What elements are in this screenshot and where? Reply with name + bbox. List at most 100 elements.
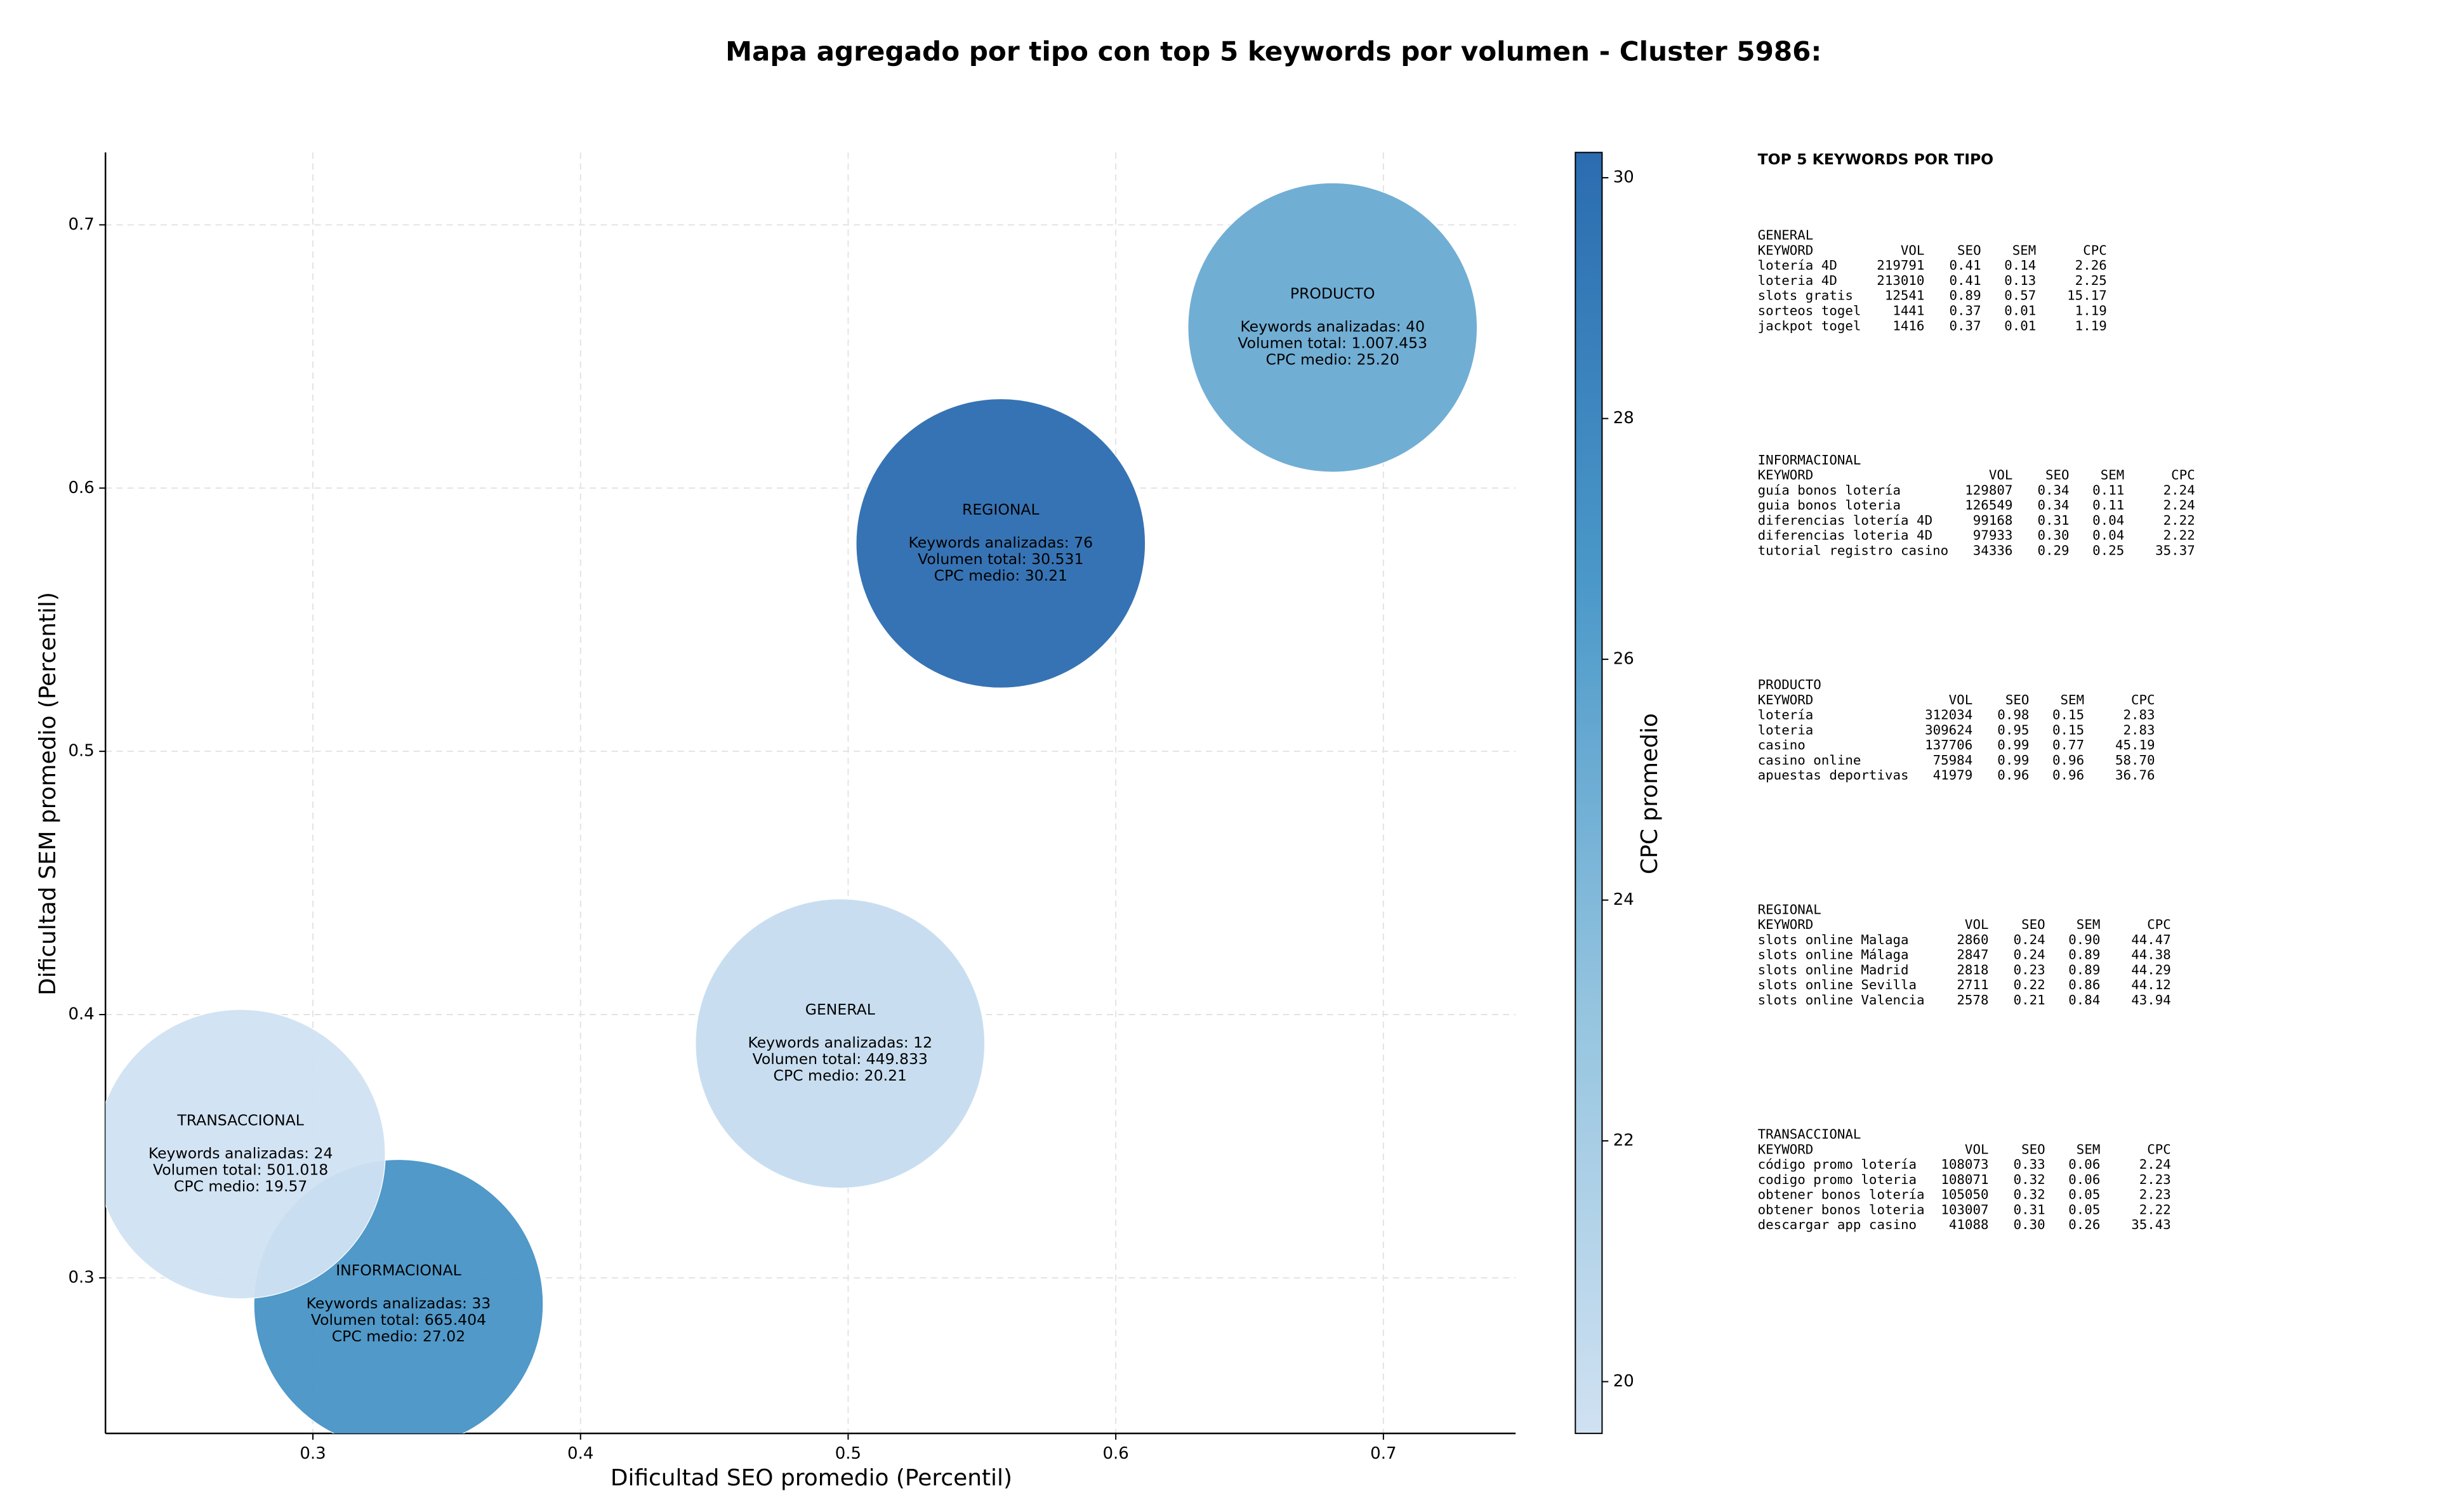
panel-cell: 97933	[1973, 528, 2013, 543]
panel-cell: 0.89	[1950, 288, 1981, 303]
panel-cell: 1441	[1892, 303, 1924, 318]
panel-header: SEM	[2077, 917, 2101, 932]
panel-header: VOL	[1965, 1141, 1989, 1157]
panel-cell: 43.94	[2131, 992, 2171, 1008]
panel-cell: 0.29	[2037, 542, 2069, 558]
bubble-label: Volumen total: 1.007.453	[1238, 334, 1427, 352]
panel-cell: diferencias loteria 4D	[1758, 528, 1932, 543]
bubble-name: TRANSACCIONAL	[176, 1111, 304, 1129]
bubble	[105, 1009, 386, 1299]
panel-cell: 0.11	[2092, 482, 2124, 497]
bubble-name: GENERAL	[805, 1001, 875, 1018]
panel-cell: 12541	[1885, 288, 1925, 303]
panel-header: KEYWORD	[1758, 1141, 1814, 1157]
panel-cell: 0.37	[1950, 303, 1981, 318]
panel-cell: 44.38	[2131, 947, 2171, 963]
panel-cell: 2.22	[2163, 513, 2195, 528]
panel-cell: lotería 4D	[1758, 258, 1837, 273]
panel-cell: 0.77	[2052, 737, 2084, 753]
panel-cell: 0.01	[2004, 303, 2036, 318]
bubble-label: CPC medio: 20.21	[774, 1067, 907, 1084]
y-tick-label: 0.5	[68, 742, 94, 761]
panel-cell: 108073	[1941, 1157, 1988, 1172]
panel-cell: 0.23	[2014, 962, 2045, 977]
panel-cell: 2860	[1957, 932, 1988, 947]
panel-cell: 99168	[1973, 513, 2013, 528]
panel-cell: 35.37	[2155, 542, 2195, 558]
panel-header: KEYWORD	[1758, 692, 1814, 707]
panel-group-name: TRANSACCIONAL	[1758, 1126, 1861, 1141]
panel-cell: 0.25	[2092, 542, 2124, 558]
panel-cell: 2.83	[2123, 707, 2155, 723]
panel-cell: 0.89	[2068, 947, 2100, 963]
x-tick-label: 0.6	[1102, 1444, 1128, 1463]
x-tick-label: 0.4	[567, 1444, 593, 1463]
panel-cell: slots online Sevilla	[1758, 977, 1917, 992]
panel-cell: 0.99	[1997, 737, 2029, 753]
panel-cell: 126549	[1965, 497, 2012, 513]
panel-cell: 2818	[1957, 962, 1988, 977]
bubble-label: CPC medio: 27.02	[332, 1327, 465, 1345]
panel-cell: 0.34	[2037, 497, 2069, 513]
panel-cell: obtener bonos loteria	[1758, 1202, 1925, 1217]
panel-cell: 2.25	[2075, 273, 2107, 288]
y-axis-label: Dificultad SEM promedio (Percentil)	[35, 592, 61, 996]
bubble-label: Volumen total: 449.833	[753, 1050, 928, 1068]
panel-header: SEO	[2045, 468, 2070, 483]
bubble-label: CPC medio: 25.20	[1266, 351, 1399, 369]
panel-cell: 312034	[1925, 707, 1972, 723]
panel-cell: 0.21	[2014, 992, 2045, 1008]
panel-cell: obtener bonos lotería	[1758, 1187, 1925, 1202]
bubble	[695, 898, 986, 1189]
bubble-name: INFORMACIONAL	[336, 1261, 461, 1279]
panel-header: SEM	[2077, 1141, 2101, 1157]
panel-cell: 2578	[1957, 992, 1988, 1008]
colorbar	[1575, 152, 1603, 1435]
colorbar-tick-label: 24	[1613, 890, 1634, 909]
panel-cell: 103007	[1941, 1202, 1988, 1217]
panel-cell: 0.01	[2004, 318, 2036, 333]
panel-cell: 0.90	[2068, 932, 2100, 947]
bubbles	[105, 182, 1478, 1434]
panel-group-name: REGIONAL	[1758, 902, 1821, 917]
x-tick-label: 0.5	[835, 1444, 861, 1463]
bubble-label: Volumen total: 501.018	[153, 1160, 328, 1178]
panel-cell: 0.41	[1950, 273, 1981, 288]
panel-cell: 0.84	[2068, 992, 2100, 1008]
bubble-label: Volumen total: 30.531	[918, 550, 1083, 568]
panel-cell: 2.23	[2139, 1187, 2171, 1202]
panel-header: SEM	[2061, 692, 2085, 707]
panel-cell: 0.86	[2068, 977, 2100, 992]
panel-cell: 58.70	[2115, 753, 2155, 768]
panel-cell: 0.05	[2068, 1187, 2100, 1202]
panel-header: VOL	[1989, 468, 2013, 483]
panel-cell: 0.34	[2037, 482, 2069, 497]
y-tick-label: 0.6	[68, 478, 94, 497]
bubble-label: CPC medio: 30.21	[934, 567, 1067, 584]
panel-cell: descargar app casino	[1758, 1217, 1917, 1232]
bubble	[1187, 182, 1478, 473]
panel-cell: 0.13	[2004, 273, 2036, 288]
colorbar-tick-label: 30	[1613, 168, 1634, 187]
panel-header: SEO	[2021, 917, 2045, 932]
panel-cell: slots online Madrid	[1758, 962, 1909, 977]
panel-cell: 1.19	[2075, 303, 2107, 318]
panel-cell: 34336	[1973, 542, 2013, 558]
panel-cell: 213010	[1877, 273, 1924, 288]
panel-cell: guía bonos lotería	[1758, 482, 1901, 497]
panel-cell: 0.96	[2052, 768, 2084, 783]
panel-header: SEM	[2012, 242, 2037, 258]
panel-cell: casino online	[1758, 753, 1861, 768]
panel-cell: 0.04	[2092, 528, 2124, 543]
panel-cell: loteria	[1758, 722, 1814, 737]
panel-cell: 0.33	[2014, 1157, 2045, 1172]
panel-cell: 2.24	[2139, 1157, 2171, 1172]
panel-cell: 2847	[1957, 947, 1988, 963]
panel-cell: 0.89	[2068, 962, 2100, 977]
panel-cell: 44.12	[2131, 977, 2171, 992]
panel-cell: codigo promo loteria	[1758, 1172, 1917, 1187]
panel-header: SEO	[1957, 242, 1981, 258]
panel-cell: sorteos togel	[1758, 303, 1861, 318]
panel-cell: 0.31	[2014, 1202, 2045, 1217]
